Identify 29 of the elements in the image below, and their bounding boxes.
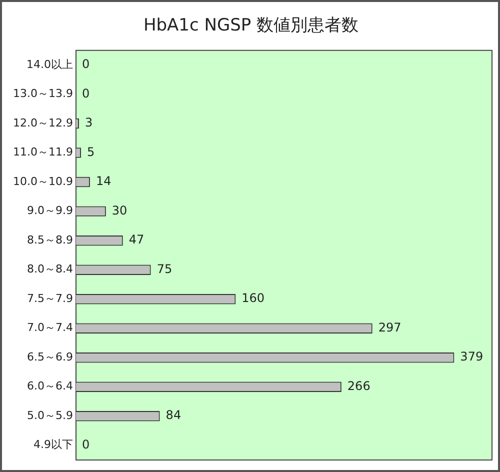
y-tick-label: 7.0～7.4: [26, 321, 73, 334]
data-label: 266: [347, 378, 370, 393]
y-tick-label: 14.0以上: [26, 58, 73, 71]
data-label: 0: [82, 57, 90, 72]
data-label: 297: [378, 320, 402, 334]
y-tick-label: 6.5～6.9: [26, 350, 73, 364]
y-tick-label: 4.9以下: [33, 438, 73, 452]
y-tick-label: 12.0～12.9: [13, 116, 73, 130]
chart-title: HbA1c NGSP 数値別患者数: [143, 16, 359, 36]
y-tick-label: 7.5～7.9: [26, 292, 73, 305]
y-tick-label: 6.0～6.4: [26, 380, 73, 393]
y-tick-label: 5.0～5.9: [26, 408, 73, 422]
data-label: 47: [128, 232, 144, 247]
data-label: 30: [112, 203, 128, 218]
data-label: 160: [242, 291, 265, 306]
y-tick-label: 8.5～8.9: [26, 233, 73, 246]
data-label: 0: [82, 437, 90, 452]
y-tick-label: 9.0～9.9: [26, 204, 73, 218]
data-label: 5: [86, 144, 95, 159]
data-label: 75: [156, 262, 172, 276]
y-tick-label: 13.0～13.9: [13, 87, 73, 100]
data-label: 0: [82, 86, 90, 100]
data-label: 3: [84, 116, 93, 130]
data-label: 84: [166, 408, 182, 422]
y-tick-label: 11.0～11.9: [13, 146, 73, 159]
data-label: 14: [96, 174, 112, 188]
y-tick-label: 8.0～8.4: [26, 262, 73, 276]
y-tick-label: 10.0～10.9: [13, 174, 73, 188]
data-label: 379: [460, 350, 484, 364]
